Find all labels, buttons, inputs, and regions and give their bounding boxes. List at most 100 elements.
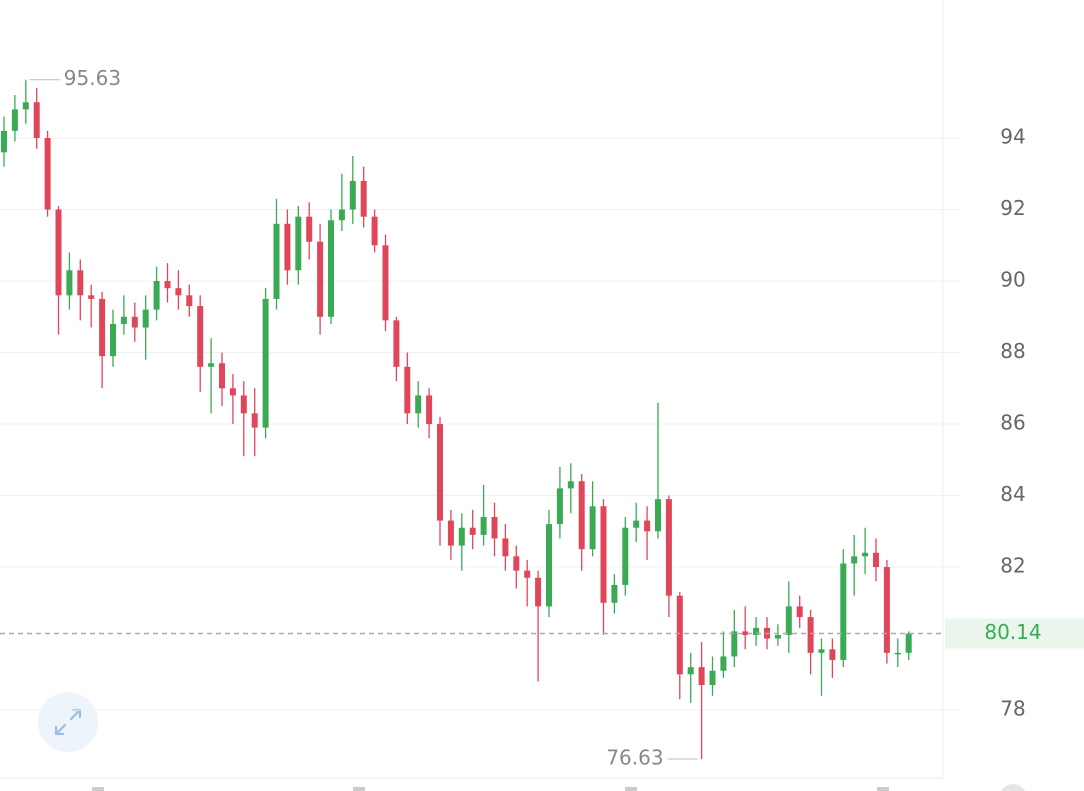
- candle-body: [502, 538, 509, 557]
- candle-body: [349, 180, 356, 210]
- candle-body: [55, 209, 62, 296]
- candle-body: [785, 606, 792, 635]
- candle-body: [567, 481, 574, 489]
- candle-body: [589, 506, 596, 550]
- candle-body: [611, 584, 618, 603]
- candle-body: [578, 481, 585, 550]
- candle-body: [1, 130, 7, 153]
- candle-body: [753, 627, 760, 635]
- candle-body: [600, 506, 607, 603]
- candle-body: [393, 320, 400, 367]
- x-stub: [92, 787, 104, 791]
- candle-body: [873, 552, 879, 568]
- candle-body: [687, 667, 694, 675]
- candle-body: [44, 138, 51, 210]
- expand-icon[interactable]: [54, 708, 82, 736]
- candle-body: [458, 527, 465, 546]
- candle-body: [774, 634, 781, 639]
- candle-body: [175, 288, 182, 296]
- candle-body: [273, 223, 280, 299]
- candle-body: [11, 109, 18, 131]
- candle-body: [415, 395, 422, 414]
- candle-body: [535, 577, 542, 607]
- candle-body: [153, 281, 160, 310]
- candle-body: [720, 656, 727, 671]
- y-tick-label: 92: [1000, 196, 1025, 220]
- candle-body: [644, 520, 651, 532]
- low-label: 76.63: [606, 746, 663, 770]
- candle-body: [709, 670, 716, 686]
- candle-body: [120, 316, 127, 324]
- x-axis-stubs: [92, 784, 1026, 791]
- candle-body: [622, 527, 629, 585]
- candle-body: [546, 524, 552, 607]
- candle-body: [796, 606, 803, 618]
- candle-body: [469, 527, 476, 535]
- candle-body: [437, 424, 443, 521]
- candle-body: [883, 567, 890, 653]
- candle-body: [338, 209, 345, 221]
- candle-body: [306, 216, 313, 242]
- candle-body: [807, 617, 814, 653]
- candle-body: [447, 520, 454, 546]
- candle-body: [251, 413, 258, 428]
- candle-body: [88, 295, 95, 299]
- candle-body: [360, 180, 367, 217]
- expand-button[interactable]: [38, 692, 98, 752]
- candle-body: [491, 516, 498, 539]
- y-tick-label: 86: [1000, 411, 1025, 435]
- y-tick-label: 82: [1000, 554, 1025, 578]
- candle-body: [698, 667, 705, 686]
- candle-body: [317, 241, 324, 317]
- candle-body: [676, 595, 683, 675]
- candle-body: [404, 366, 411, 414]
- scroll-dot: [1000, 784, 1026, 791]
- candle-body: [208, 363, 215, 367]
- candle-body: [110, 323, 116, 357]
- expand-bg[interactable]: [38, 692, 98, 752]
- candle-body: [262, 298, 269, 428]
- candle-body: [731, 631, 738, 657]
- candle-body: [295, 216, 302, 271]
- candle-body: [633, 520, 640, 528]
- x-stub: [353, 787, 365, 791]
- y-tick-label: 88: [1000, 339, 1025, 363]
- y-tick-label: 78: [1000, 697, 1025, 721]
- y-tick-label: 94: [1000, 125, 1025, 149]
- candle-body: [33, 102, 40, 139]
- candle-body: [426, 395, 433, 425]
- candle-body: [840, 563, 847, 661]
- candle-body: [655, 499, 661, 532]
- high-label: 95.63: [64, 66, 121, 90]
- last-price-label: 80.14: [984, 620, 1041, 644]
- candle-body: [284, 223, 291, 271]
- candle-body: [480, 516, 487, 535]
- candle-body: [219, 363, 225, 389]
- candle-body: [851, 556, 858, 564]
- candle-body: [240, 395, 247, 414]
- candle-body: [818, 649, 825, 653]
- y-tick-label: 90: [1000, 268, 1025, 292]
- candle-body: [829, 649, 836, 661]
- y-tick-label: 84: [1000, 482, 1025, 506]
- x-stub: [877, 787, 889, 791]
- last-price-badge: [945, 618, 1084, 649]
- candle-body: [371, 216, 378, 246]
- candle-body: [186, 295, 193, 307]
- candle-body: [894, 652, 901, 655]
- x-stub: [625, 787, 637, 791]
- candle-body: [742, 631, 749, 635]
- candle-body: [862, 552, 869, 557]
- candle-body: [99, 298, 106, 357]
- candle-body: [77, 270, 84, 296]
- candle-body: [22, 102, 29, 110]
- candle-body: [524, 570, 531, 578]
- candle-body: [164, 281, 171, 289]
- candle-body: [513, 556, 520, 571]
- candle-body: [142, 309, 149, 328]
- candle-body: [905, 633, 912, 653]
- candle-body: [197, 306, 204, 367]
- candle-body: [131, 316, 138, 328]
- candle-body: [229, 388, 236, 396]
